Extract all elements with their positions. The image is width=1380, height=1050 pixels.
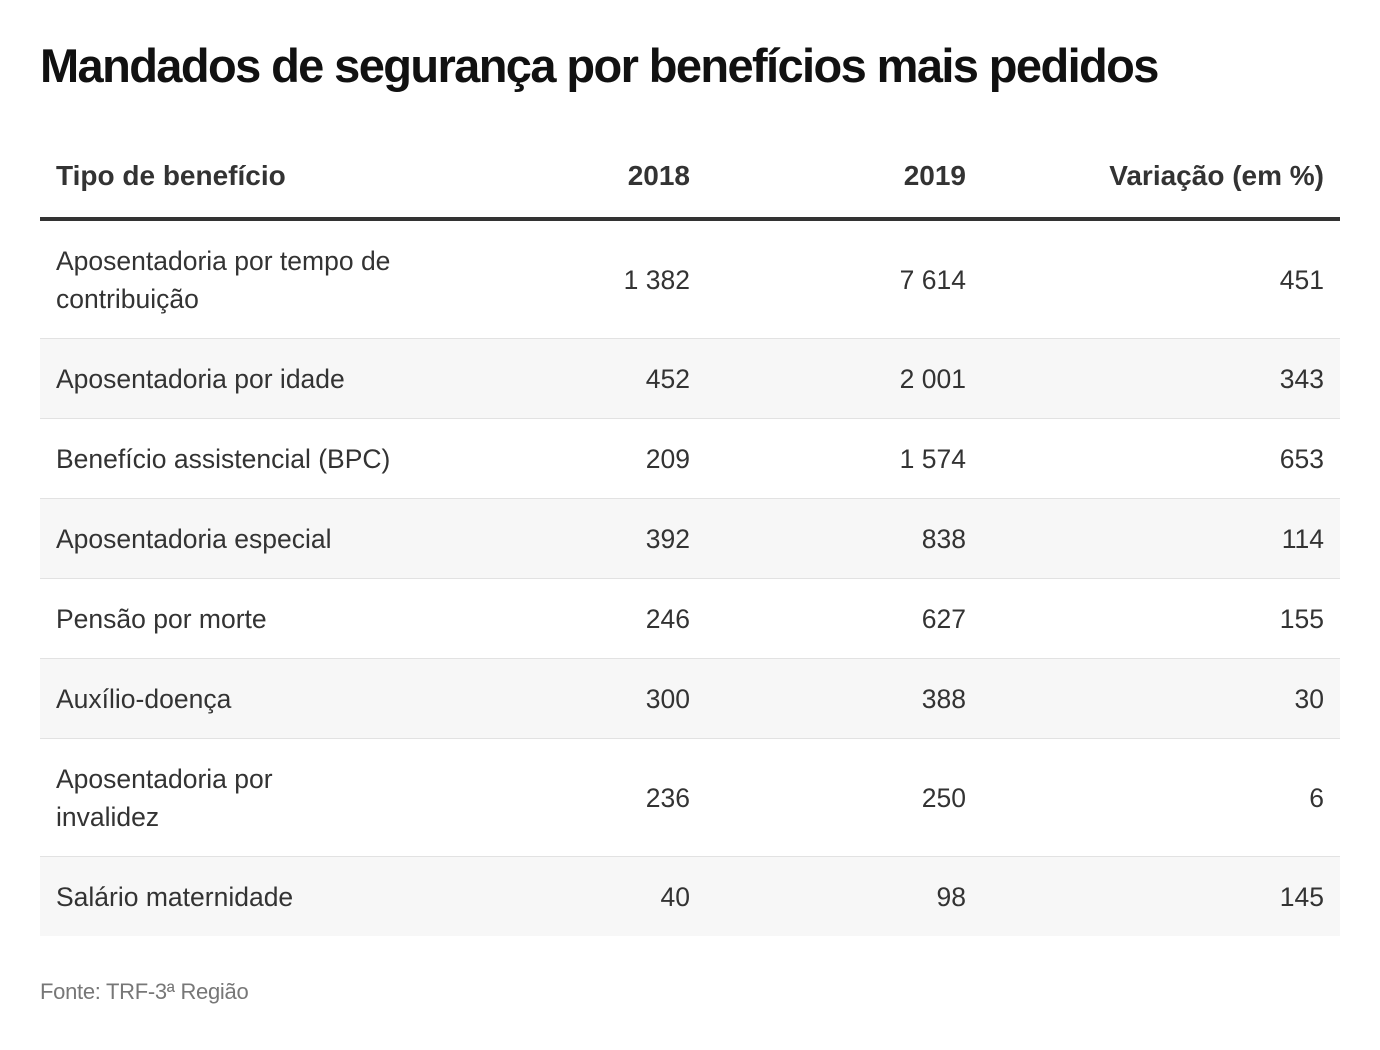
benefit-type-cell: Salário maternidade — [40, 856, 430, 936]
variation-cell: 6 — [982, 738, 1340, 857]
table-header-row: Tipo de benefício 2018 2019 Variação (em… — [40, 135, 1340, 221]
benefit-type-cell: Aposentadoria por invalidez — [40, 738, 430, 857]
value-2019-cell: 2 001 — [706, 338, 982, 419]
benefit-type-label: Aposentadoria por invalidez — [56, 763, 273, 832]
variation-cell: 451 — [982, 219, 1340, 339]
benefit-type-label: Aposentadoria por tempo de contribuição — [56, 245, 391, 314]
value-2018-cell: 246 — [430, 578, 706, 659]
table-row: Pensão por morte 246 627 155 — [40, 578, 1340, 659]
chart-title: Mandados de segurança por benefícios mai… — [40, 39, 1159, 92]
value-2019-cell: 98 — [706, 856, 982, 936]
benefit-type-cell: Aposentadoria especial — [40, 498, 430, 579]
variation-cell: 30 — [982, 658, 1340, 739]
value-2018-cell: 1 382 — [430, 219, 706, 339]
variation-cell: 155 — [982, 578, 1340, 659]
column-header-2019: 2019 — [706, 135, 982, 221]
variation-cell: 114 — [982, 498, 1340, 579]
value-2019-cell: 388 — [706, 658, 982, 739]
table-row: Salário maternidade 40 98 145 — [40, 856, 1340, 936]
benefit-type-cell: Auxílio-doença — [40, 658, 430, 739]
column-header-2018: 2018 — [430, 135, 706, 221]
benefit-type-cell: Aposentadoria por tempo de contribuição — [40, 219, 430, 339]
value-2019-cell: 627 — [706, 578, 982, 659]
variation-cell: 145 — [982, 856, 1340, 936]
table-row: Aposentadoria especial 392 838 114 — [40, 498, 1340, 579]
table-row: Aposentadoria por invalidez 236 250 6 — [40, 738, 1340, 857]
value-2018-cell: 40 — [430, 856, 706, 936]
table-row: Auxílio-doença 300 388 30 — [40, 658, 1340, 739]
table-row: Aposentadoria por tempo de contribuição … — [40, 219, 1340, 339]
value-2018-cell: 300 — [430, 658, 706, 739]
value-2018-cell: 392 — [430, 498, 706, 579]
variation-cell: 653 — [982, 418, 1340, 499]
table-row: Benefício assistencial (BPC) 209 1 574 6… — [40, 418, 1340, 499]
value-2018-cell: 209 — [430, 418, 706, 499]
variation-cell: 343 — [982, 338, 1340, 419]
benefits-table: Tipo de benefício 2018 2019 Variação (em… — [40, 135, 1340, 936]
value-2019-cell: 7 614 — [706, 219, 982, 339]
table-row: Aposentadoria por idade 452 2 001 343 — [40, 338, 1340, 419]
benefit-type-cell: Benefício assistencial (BPC) — [40, 418, 430, 499]
value-2018-cell: 452 — [430, 338, 706, 419]
value-2019-cell: 838 — [706, 498, 982, 579]
value-2019-cell: 250 — [706, 738, 982, 857]
source-note: Fonte: TRF-3ª Região — [40, 979, 249, 1004]
benefit-type-cell: Aposentadoria por idade — [40, 338, 430, 419]
value-2018-cell: 236 — [430, 738, 706, 857]
column-header-variation: Variação (em %) — [982, 135, 1340, 221]
benefit-type-cell: Pensão por morte — [40, 578, 430, 659]
column-header-benefit-type: Tipo de benefício — [40, 135, 430, 221]
value-2019-cell: 1 574 — [706, 418, 982, 499]
